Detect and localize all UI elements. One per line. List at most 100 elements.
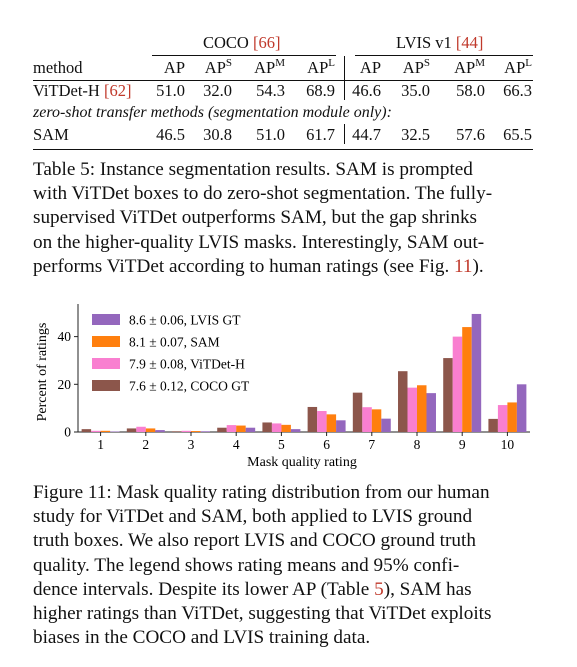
table-cell: 51.0 bbox=[256, 125, 285, 144]
bar-2-4 bbox=[236, 425, 246, 432]
y-axis-label: Percent of ratings bbox=[35, 323, 50, 422]
table-cell: 65.5 bbox=[503, 125, 532, 144]
lvis-citation-link[interactable]: [44] bbox=[455, 33, 484, 52]
chart-legend: 8.6 ± 0.06, LVIS GT 8.1 ± 0.07, SAM 7.9 ± … bbox=[92, 313, 250, 394]
bar-1-9 bbox=[452, 336, 463, 432]
bar-3-2 bbox=[155, 430, 165, 432]
bar-2-10 bbox=[507, 402, 517, 432]
x-tick-label: 4 bbox=[233, 437, 240, 452]
y-tick-label: 0 bbox=[64, 425, 71, 440]
table-cell: 32.5 bbox=[401, 125, 430, 144]
coco-lvis-separator-lower bbox=[344, 124, 345, 144]
figure-11-caption: Figure 11: Mask quality rating distribut… bbox=[33, 481, 533, 650]
coco-group-rule bbox=[152, 55, 336, 56]
legend-label: 8.1 ± 0.07, SAM bbox=[129, 335, 220, 350]
chart-bars bbox=[81, 313, 527, 432]
bottom-rule bbox=[33, 149, 533, 150]
bar-0-5 bbox=[262, 422, 272, 432]
y-tick-label: 40 bbox=[58, 329, 72, 344]
method-citation-link[interactable]: [62] bbox=[103, 81, 132, 100]
legend-label: 7.9 ± 0.08, ViTDet-H bbox=[129, 357, 245, 372]
x-tick-label: 7 bbox=[368, 437, 375, 452]
bar-1-3 bbox=[181, 430, 191, 432]
caption-line: on the higher-quality LVIS masks. Intere… bbox=[33, 231, 485, 253]
bar-1-5 bbox=[271, 423, 282, 432]
x-tick-label: 1 bbox=[97, 437, 104, 452]
column-header: APS bbox=[402, 57, 430, 77]
table-cell: 44.7 bbox=[352, 125, 381, 144]
table-cell: 46.5 bbox=[156, 125, 185, 144]
figure-11-link[interactable]: 11 bbox=[454, 255, 473, 277]
bar-0-2 bbox=[126, 428, 137, 432]
legend-swatch bbox=[92, 336, 120, 347]
bar-3-10 bbox=[516, 384, 527, 432]
lvis-group-rule bbox=[355, 55, 533, 56]
legend-label: 8.6 ± 0.06, LVIS GT bbox=[129, 313, 241, 328]
bar-2-1 bbox=[100, 430, 111, 432]
zero-shot-section-label: zero-shot transfer methods (segmentation… bbox=[33, 104, 392, 121]
caption-line: dence intervals. Despite its lower AP (T… bbox=[33, 578, 472, 600]
x-tick-label: 6 bbox=[323, 437, 330, 452]
caption-line: study for ViTDet and SAM, both applied t… bbox=[33, 506, 473, 528]
bar-1-8 bbox=[407, 387, 417, 432]
coco-lvis-separator bbox=[344, 56, 345, 100]
row-method-sam: SAM bbox=[33, 125, 69, 144]
column-header-method: method bbox=[33, 58, 83, 77]
bar-2-3 bbox=[191, 431, 201, 432]
table-cell: 58.0 bbox=[456, 81, 485, 100]
caption-line: with ViTDet boxes to do zero-shot segmen… bbox=[33, 183, 493, 205]
caption-line: quality. The legend shows rating means a… bbox=[33, 554, 460, 576]
table-cell: 68.9 bbox=[306, 81, 335, 100]
table-cell: 51.0 bbox=[156, 81, 185, 100]
x-tick-label: 5 bbox=[278, 437, 285, 452]
coco-citation-link[interactable]: [66] bbox=[252, 33, 281, 52]
column-header: APL bbox=[307, 57, 335, 77]
x-tick-label: 8 bbox=[414, 437, 421, 452]
x-tick-label: 10 bbox=[501, 437, 515, 452]
table-cell: 57.6 bbox=[456, 125, 485, 144]
table-cell: 30.8 bbox=[203, 125, 232, 144]
table-cell: 35.0 bbox=[401, 81, 430, 100]
figure-11-chart: Percent of ratings Mask quality rating 0… bbox=[35, 304, 530, 470]
bar-3-9 bbox=[471, 313, 482, 432]
bar-0-7 bbox=[352, 392, 363, 432]
column-header: APM bbox=[454, 57, 485, 77]
table-cell: 54.3 bbox=[256, 81, 285, 100]
x-tick-label: 2 bbox=[142, 437, 149, 452]
bar-2-5 bbox=[281, 424, 291, 432]
caption-line: supervised ViTDet outperforms SAM, but t… bbox=[33, 207, 478, 229]
table-cell: 66.3 bbox=[503, 81, 532, 100]
table-cell: 46.6 bbox=[352, 81, 381, 100]
legend-swatch bbox=[92, 358, 120, 369]
bar-3-6 bbox=[336, 420, 346, 432]
bar-3-3 bbox=[200, 431, 210, 432]
bar-0-8 bbox=[398, 371, 408, 432]
bar-0-10 bbox=[488, 418, 498, 432]
header-rule bbox=[33, 80, 533, 81]
row-method-vitdet-h: ViTDet-H [62] bbox=[33, 81, 132, 100]
column-header: AP bbox=[359, 58, 381, 77]
column-header: APL bbox=[504, 57, 532, 77]
table-5-caption: Table 5: Instance segmentation results. … bbox=[33, 158, 533, 279]
bar-3-4 bbox=[245, 427, 256, 432]
y-tick-label: 20 bbox=[58, 377, 72, 392]
table-5-link[interactable]: 5 bbox=[374, 578, 384, 600]
caption-line: Table 5: Instance segmentation results. … bbox=[33, 159, 473, 180]
bar-2-8 bbox=[417, 385, 427, 432]
column-header: AP bbox=[163, 58, 185, 77]
table-cell: 32.0 bbox=[203, 81, 232, 100]
bar-2-6 bbox=[326, 414, 337, 432]
bar-0-4 bbox=[217, 427, 227, 432]
bar-3-5 bbox=[290, 429, 301, 432]
bar-1-4 bbox=[226, 425, 237, 432]
bar-2-7 bbox=[371, 409, 382, 432]
legend-swatch bbox=[92, 314, 120, 325]
caption-line: truth boxes. We also report LVIS and COC… bbox=[33, 530, 476, 552]
caption-line: Figure 11: Mask quality rating distribut… bbox=[33, 482, 490, 503]
x-tick-label: 9 bbox=[459, 437, 466, 452]
x-axis-label: Mask quality rating bbox=[247, 455, 357, 470]
column-header: APS bbox=[204, 57, 232, 77]
x-tick-label: 3 bbox=[188, 437, 195, 452]
bar-0-1 bbox=[81, 429, 92, 432]
table-cell: 61.7 bbox=[306, 125, 335, 144]
